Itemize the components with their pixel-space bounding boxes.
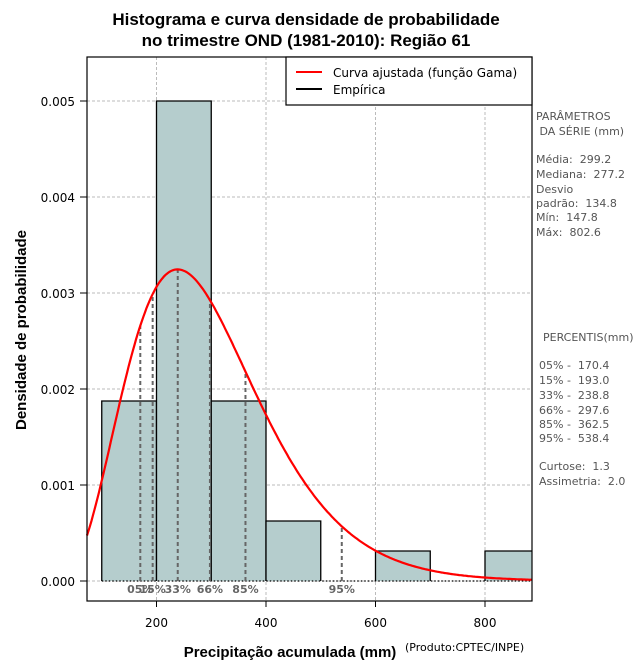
percentil-66: 66% - 297.6 bbox=[539, 404, 609, 417]
percentile-label: 15% bbox=[139, 583, 165, 596]
param-desvio: Desvio bbox=[536, 183, 574, 196]
y-tick-label: 0.002 bbox=[41, 383, 75, 397]
percentile-label: 33% bbox=[165, 583, 191, 596]
y-tick-label: 0.005 bbox=[41, 95, 75, 109]
histogram-bar bbox=[266, 521, 321, 581]
histogram-bar-outline bbox=[484, 550, 532, 581]
stat-curtose: Curtose: 1.3 bbox=[539, 460, 610, 473]
legend-box bbox=[285, 56, 533, 106]
x-tick-label: 400 bbox=[255, 616, 278, 630]
percentil-85: 85% - 362.5 bbox=[539, 418, 609, 431]
percentile-label: 95% bbox=[329, 583, 355, 596]
side-panel: PARÂMETROS DA SÉRIE (mm) Média: 299.2 Me… bbox=[536, 110, 634, 488]
percentile-lines bbox=[139, 269, 343, 581]
histogram-bar-outline bbox=[155, 100, 212, 581]
y-axis: 0.000 0.001 0.002 0.003 0.004 0.005 bbox=[41, 95, 87, 589]
percentil-95: 95% - 538.4 bbox=[539, 432, 609, 445]
y-tick-label: 0.003 bbox=[41, 287, 75, 301]
gamma-curve-group bbox=[85, 268, 532, 581]
y-tick-label: 0.001 bbox=[41, 479, 75, 493]
legend-label-empirica: Empírica bbox=[333, 83, 385, 97]
y-tick-label: 0.000 bbox=[41, 575, 75, 589]
percentile-label: 05% bbox=[127, 583, 153, 596]
percentil-05: 05% - 170.4 bbox=[539, 359, 609, 372]
histogram-bar bbox=[485, 551, 532, 581]
percentil-33: 33% - 238.8 bbox=[539, 389, 609, 402]
y-axis-title: Densidade de probabilidade bbox=[13, 230, 30, 430]
histogram-bars bbox=[101, 100, 532, 582]
param-max: Máx: 802.6 bbox=[536, 226, 601, 239]
chart-title-line-2: no trimestre OND (1981-2010): Região 61 bbox=[142, 31, 471, 50]
histogram-bar bbox=[156, 101, 212, 581]
histogram-bar-outline bbox=[374, 550, 431, 581]
histogram-bar bbox=[211, 401, 266, 581]
param-mediana: Mediana: 277.2 bbox=[536, 168, 625, 181]
percentile-label: 85% bbox=[232, 583, 258, 596]
param-min: Mín: 147.8 bbox=[536, 211, 598, 224]
x-axis: 200 400 600 800 bbox=[145, 601, 496, 630]
param-desvio-padrao: padrão: 134.8 bbox=[536, 197, 617, 210]
x-tick-label: 200 bbox=[145, 616, 168, 630]
histogram-bar-outline bbox=[265, 520, 322, 581]
histogram-bar-outline bbox=[210, 400, 267, 581]
y-tick-label: 0.004 bbox=[41, 191, 75, 205]
x-tick-label: 600 bbox=[364, 616, 387, 630]
chart-title-line-1: Histograma e curva densidade de probabil… bbox=[112, 10, 499, 29]
percentile-labels: 05%15%33% 66% 85% 95% bbox=[127, 583, 355, 596]
params-title-2: DA SÉRIE (mm) bbox=[536, 125, 624, 138]
x-tick-label: 800 bbox=[474, 616, 497, 630]
params-title-1: PARÂMETROS bbox=[536, 110, 611, 123]
gamma-curve bbox=[85, 268, 532, 581]
param-media: Média: 299.2 bbox=[536, 153, 611, 166]
stat-assimetria: Assimetria: 2.0 bbox=[539, 475, 625, 488]
credit-label: (Produto:CPTEC/INPE) bbox=[405, 641, 524, 654]
percentile-label: 66% bbox=[197, 583, 223, 596]
legend-label-gamma: Curva ajustada (função Gama) bbox=[333, 66, 517, 80]
x-axis-title: Precipitação acumulada (mm) bbox=[184, 644, 397, 660]
percentil-15: 15% - 193.0 bbox=[539, 374, 609, 387]
percentis-title: PERCENTIS(mm) bbox=[543, 331, 634, 344]
histogram-bar bbox=[101, 401, 157, 581]
legend: Curva ajustada (função Gama) Empírica bbox=[285, 56, 533, 106]
